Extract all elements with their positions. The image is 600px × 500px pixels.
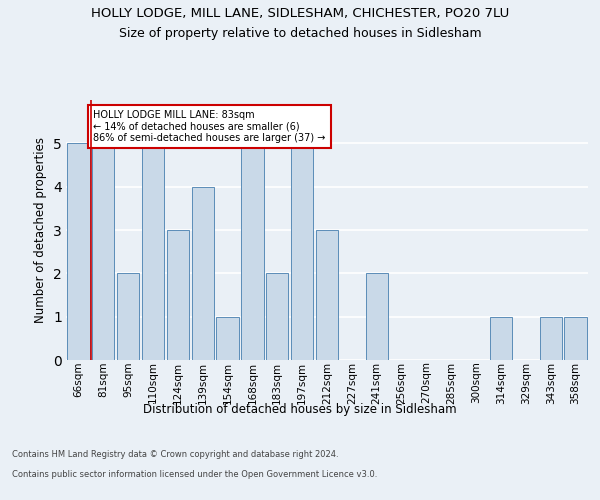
Bar [117, 274, 139, 360]
Bar [316, 230, 338, 360]
Bar [67, 144, 89, 360]
Bar [565, 316, 587, 360]
Bar [266, 274, 289, 360]
Bar [365, 274, 388, 360]
Bar [167, 230, 189, 360]
Bar [291, 144, 313, 360]
Bar [217, 316, 239, 360]
Text: HOLLY LODGE, MILL LANE, SIDLESHAM, CHICHESTER, PO20 7LU: HOLLY LODGE, MILL LANE, SIDLESHAM, CHICH… [91, 8, 509, 20]
Bar [241, 144, 263, 360]
Text: Contains public sector information licensed under the Open Government Licence v3: Contains public sector information licen… [12, 470, 377, 479]
Bar [539, 316, 562, 360]
Bar [142, 144, 164, 360]
Text: HOLLY LODGE MILL LANE: 83sqm
← 14% of detached houses are smaller (6)
86% of sem: HOLLY LODGE MILL LANE: 83sqm ← 14% of de… [94, 110, 326, 142]
Bar [191, 186, 214, 360]
Y-axis label: Number of detached properties: Number of detached properties [34, 137, 47, 323]
Bar [92, 144, 115, 360]
Bar [490, 316, 512, 360]
Text: Size of property relative to detached houses in Sidlesham: Size of property relative to detached ho… [119, 28, 481, 40]
Text: Contains HM Land Registry data © Crown copyright and database right 2024.: Contains HM Land Registry data © Crown c… [12, 450, 338, 459]
Text: Distribution of detached houses by size in Sidlesham: Distribution of detached houses by size … [143, 402, 457, 415]
